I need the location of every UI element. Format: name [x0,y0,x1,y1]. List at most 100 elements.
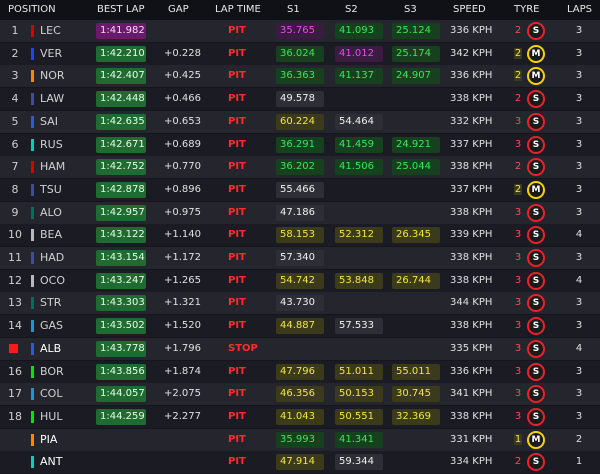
driver-code[interactable]: HAM [40,160,66,174]
lap-time-status: PIT [228,252,246,263]
table-header: POSITION BEST LAP GAP LAP TIME S1 S2 S3 … [0,0,600,20]
position-number: 6 [11,137,19,151]
team-color-bar [31,365,34,378]
header-speed[interactable]: SPEED [453,4,486,15]
position-number: 5 [11,114,19,128]
top-speed: 331 KPH [450,433,493,445]
driver-code[interactable]: LAW [40,92,65,106]
table-row[interactable]: ALB 1:43.778 +1.796 STOP 335 KPH 3 S 4 [0,337,600,360]
lap-count: 3 [575,320,583,332]
table-row[interactable]: 3 NOR 1:42.407 +0.425 PIT 36.363 41.137 24.907 3… [0,65,600,88]
sector-3-time: 26.345 [392,227,440,244]
sector-2-time: 51.011 [335,363,383,380]
top-speed: 332 KPH [450,115,493,127]
lap-time-status: PIT [228,206,246,218]
driver-code[interactable]: ALO [40,205,62,219]
driver-code[interactable]: LEC [40,24,61,37]
gap-to-leader: +1.796 [164,342,202,354]
gap-to-leader: +0.975 [164,206,202,218]
position-number: 8 [11,182,19,196]
driver-code[interactable]: STR [40,296,62,310]
driver-code[interactable]: NOR [40,69,65,83]
sector-1-time: 44.887 [276,318,324,335]
soft-tyre-icon: S [527,453,545,472]
sector-1-time: 46.356 [276,386,324,403]
tyre-age: 2 [514,70,522,82]
header-gap[interactable]: GAP [168,4,189,15]
top-speed: 338 KPH [450,252,493,263]
driver-code[interactable]: ALB [40,341,62,355]
position-number: 11 [8,251,22,264]
table-row[interactable]: 6 RUS 1:42.671 +0.689 PIT 36.291 41.459 24.921 3… [0,133,600,156]
table-row[interactable]: 14 GAS 1:43.502 +1.520 PIT 44.887 57.533 338 KP… [0,315,600,338]
table-row[interactable]: 9 ALO 1:42.957 +0.975 PIT 47.186 338 KPH 3 S 3 [0,201,600,224]
driver-code[interactable]: ANT [40,455,63,469]
driver-code[interactable]: HUL [40,409,63,423]
table-row[interactable]: 2 VER 1:42.210 +0.228 PIT 36.024 41.012 25.174 3… [0,42,600,65]
lap-count: 1 [575,456,583,468]
header-laps[interactable]: LAPS [567,4,593,15]
table-row[interactable]: 16 BOR 1:43.856 +1.874 PIT 47.796 51.011 55.011… [0,360,600,383]
top-speed: 338 KPH [450,274,493,286]
lap-time-status: PIT [228,115,246,127]
soft-tyre-icon: S [527,317,545,336]
lap-count: 3 [575,25,583,36]
lap-time-status: PIT [228,93,246,105]
table-row[interactable]: ANT PIT 47.914 59.344 334 KPH 2 S 1 [0,451,600,474]
header-lap-time[interactable]: LAP TIME [215,4,261,15]
tyre-age: 2 [514,456,522,468]
driver-code[interactable]: TSU [40,182,62,196]
sector-2-time: 52.312 [335,227,383,244]
header-s1[interactable]: S1 [287,4,300,15]
table-row[interactable]: PIA PIT 35.993 41.341 331 KPH 1 M 2 [0,428,600,451]
table-row[interactable]: 12 OCO 1:43.247 +1.265 PIT 54.742 53.848 26.744… [0,269,600,292]
header-s3[interactable]: S3 [404,4,417,15]
tyre-age: 2 [514,93,522,105]
lap-count: 3 [575,410,583,422]
position-number: 18 [8,409,22,423]
driver-code[interactable]: PIA [40,432,58,446]
soft-tyre-icon: S [527,112,545,131]
team-color-bar [31,433,34,446]
table-row[interactable]: 4 LAW 1:42.448 +0.466 PIT 49.578 338 KPH 2 S 3 [0,88,600,111]
table-row[interactable]: 10 BEA 1:43.122 +1.140 PIT 58.153 52.312 26.345… [0,224,600,247]
lap-count: 4 [575,274,583,286]
team-color-bar [31,70,34,83]
sector-1-time: 36.291 [276,136,324,153]
best-lap-time: 1:42.210 [96,45,146,62]
header-s2[interactable]: S2 [345,4,358,15]
table-row[interactable]: 1 LEC 1:41.982 PIT 35.765 41.093 25.124 336 KPH… [0,20,600,42]
driver-code[interactable]: COL [40,387,63,401]
table-row[interactable]: 17 COL 1:44.057 +2.075 PIT 46.356 50.153 30.745… [0,383,600,406]
lap-count: 3 [575,365,583,377]
sector-1-time: 57.340 [276,250,324,266]
table-row[interactable]: 13 STR 1:43.303 +1.321 PIT 43.730 344 KPH 3 S 3 [0,292,600,315]
header-position[interactable]: POSITION [8,4,56,15]
driver-code[interactable]: RUS [40,137,63,151]
driver-code[interactable]: VER [40,46,63,60]
position-number: 2 [11,46,19,60]
header-tyre[interactable]: TYRE [514,4,540,15]
medium-tyre-icon: M [527,67,545,86]
lap-count: 3 [575,252,583,263]
header-best-lap[interactable]: BEST LAP [97,4,145,15]
sector-3-time: 25.174 [392,45,440,62]
team-color-bar [31,297,34,310]
table-row[interactable]: 11 HAD 1:43.154 +1.172 PIT 57.340 338 KPH 3 S 3 [0,247,600,269]
driver-code[interactable]: OCO [40,273,65,287]
position-number: 12 [8,273,22,287]
driver-code[interactable]: BEA [40,228,63,242]
table-row[interactable]: 5 SAI 1:42.635 +0.653 PIT 60.224 54.464 332 KPH… [0,110,600,133]
soft-tyre-icon: S [527,294,545,313]
table-row[interactable]: 7 HAM 1:42.752 +0.770 PIT 36.202 41.506 25.044 3… [0,156,600,179]
team-color-bar [31,115,34,128]
driver-code[interactable]: HAD [40,251,65,264]
gap-to-leader: +0.770 [164,161,202,173]
lap-count: 3 [575,47,583,59]
table-row[interactable]: 18 HUL 1:44.259 +2.277 PIT 41.043 50.551 32.369… [0,405,600,428]
table-row[interactable]: 8 TSU 1:42.878 +0.896 PIT 55.466 337 KPH 2 M 3 [0,178,600,201]
driver-code[interactable]: GAS [40,319,64,333]
sector-2-time: 41.093 [335,23,383,39]
driver-code[interactable]: BOR [40,364,64,378]
driver-code[interactable]: SAI [40,114,58,128]
